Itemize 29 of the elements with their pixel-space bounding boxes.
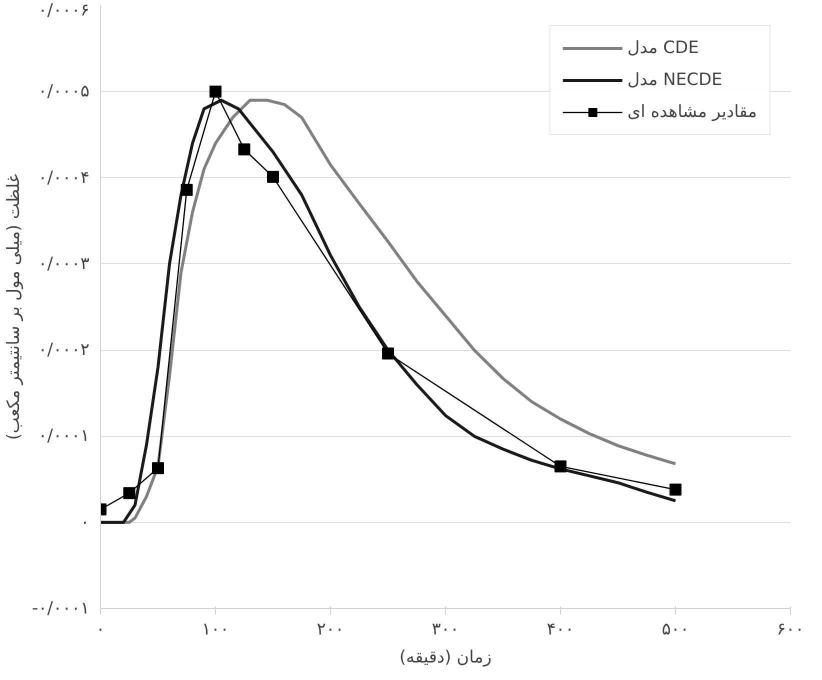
point xyxy=(210,86,222,98)
x-tick-label: ۶۰۰ xyxy=(776,620,804,640)
point xyxy=(123,487,136,500)
y-tick-label: ۰/۰۰۰۴ xyxy=(38,168,90,188)
x-tick-label: ۰ xyxy=(96,620,106,640)
y-tick-label: ۰/۰۰۰۱ xyxy=(38,426,90,446)
point xyxy=(382,348,394,360)
y-tick-label: ۰/۰۰۰۵ xyxy=(38,82,90,102)
x-tick-label: ۱۰۰ xyxy=(202,620,230,640)
y-tick-label: ۰ xyxy=(80,512,90,532)
x-tick-label: ۲۰۰ xyxy=(316,620,344,640)
point xyxy=(152,462,164,474)
y-tick-label: ۰/۰۰۰۶ xyxy=(38,0,90,20)
legend-label: مدل CDE xyxy=(627,38,699,58)
x-axis-title: زمان (دقیقه) xyxy=(399,648,492,668)
x-tick-label: ۴۰۰ xyxy=(546,620,574,640)
y-axis-title: غلظت (میلی مول بر سانتیمتر مکعب) xyxy=(4,174,24,440)
legend-label: مقادیر مشاهده ای xyxy=(627,102,757,122)
legend-label: مدل NECDE xyxy=(627,70,722,90)
y-tick-label: ۰/۰۰۰۳ xyxy=(38,254,90,274)
x-tick-label: ۵۰۰ xyxy=(662,620,690,640)
point xyxy=(554,460,566,472)
point xyxy=(670,484,682,496)
x-tick-label: ۳۰۰ xyxy=(432,620,460,640)
y-tick-label: -۰/۰۰۰۱ xyxy=(32,598,90,618)
y-tick-label: ۰/۰۰۰۲ xyxy=(38,340,90,360)
point xyxy=(267,170,279,183)
point xyxy=(180,184,193,196)
point xyxy=(238,143,250,156)
